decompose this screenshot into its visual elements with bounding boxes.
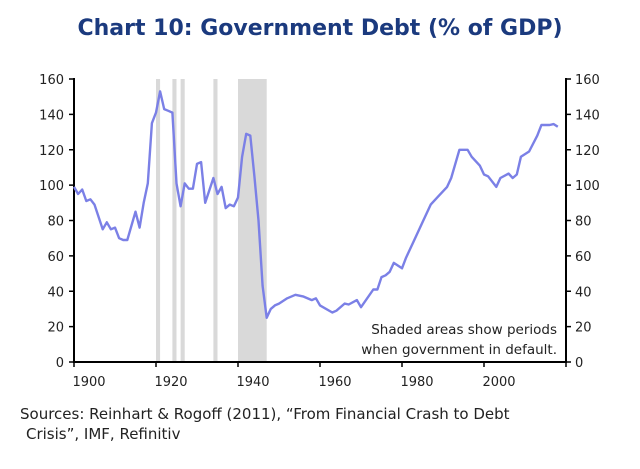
y-tick-label-left: 20	[47, 321, 64, 336]
y-tick-label-right: 20	[575, 321, 592, 336]
debt-series-line	[72, 90, 559, 319]
y-tick-label-left: 120	[39, 144, 64, 159]
annotation-line-1: Shaded areas show periods	[371, 322, 557, 338]
default-period-shade	[238, 79, 267, 362]
y-tick-label-right: 160	[575, 73, 600, 88]
x-tick-label: 1900	[72, 375, 105, 390]
y-tick-label-left: 60	[47, 250, 64, 265]
y-tick-label-left: 100	[39, 179, 64, 194]
chart-title: Chart 10: Government Debt (% of GDP)	[77, 16, 563, 41]
y-tick-label-left: 40	[47, 285, 64, 300]
y-tick-label-left: 140	[39, 108, 64, 123]
x-tick-label: 2000	[482, 375, 515, 390]
x-tick-label: 1960	[318, 375, 351, 390]
annotation-line-2: when government in default.	[361, 342, 557, 358]
y-tick-label-right: 40	[575, 285, 592, 300]
source-line-2: Crisis”, IMF, Refinitiv	[26, 425, 181, 443]
debt-line-chart: 0 0 20 20 40 40 60 60 80 80 100 100 120 120 140 140 160 1…	[39, 73, 600, 390]
default-period-shade	[213, 79, 218, 362]
y-tick-label-right: 80	[575, 215, 592, 230]
y-tick-label-right: 0	[575, 356, 583, 371]
y-tick-label-left: 160	[39, 73, 64, 88]
y-tick-label-right: 60	[575, 250, 592, 265]
default-period-shade	[180, 79, 185, 362]
y-tick-label-right: 120	[575, 144, 600, 159]
x-tick-label: 1940	[236, 375, 269, 390]
y-tick-label-right: 100	[575, 179, 600, 194]
source-line-1: Sources: Reinhart & Rogoff (2011), “From…	[20, 405, 510, 423]
default-period-shade	[156, 79, 161, 362]
x-tick-label: 1980	[400, 375, 433, 390]
y-tick-label-left: 80	[47, 215, 64, 230]
default-period-shade	[172, 79, 177, 362]
y-tick-label-left: 0	[56, 356, 64, 371]
y-tick-label-right: 140	[575, 108, 600, 123]
source-note: Sources: Reinhart & Rogoff (2011), “From…	[20, 404, 620, 444]
x-tick-label: 1920	[154, 375, 187, 390]
